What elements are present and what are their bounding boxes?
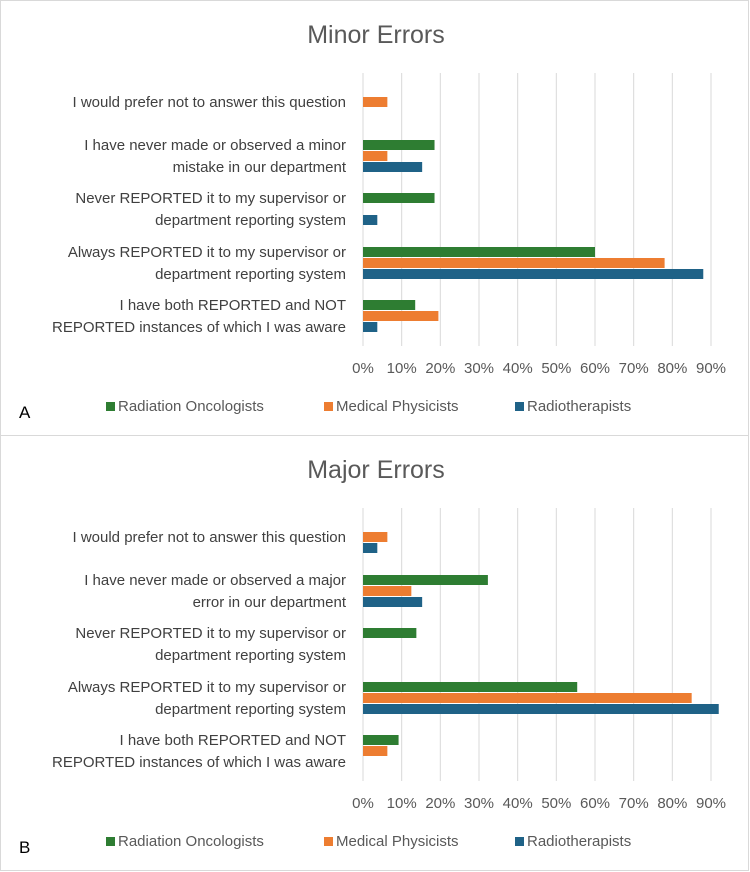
bar-radiotherapists [363,215,378,225]
category-label: I have never made or observed a minor [84,137,346,154]
category-label: I would prefer not to answer this questi… [73,94,347,111]
x-tick-label: 70% [619,795,649,812]
x-tick-label: 0% [352,795,374,812]
x-tick-label: 50% [541,795,571,812]
category-label: I would prefer not to answer this questi… [73,529,347,546]
legend-swatch [324,402,333,411]
bar-radiotherapists [363,322,378,332]
bar-medical-physicists [363,151,388,161]
x-tick-label: 40% [503,795,533,812]
bar-radiotherapists [363,269,704,279]
legend-swatch [515,837,524,846]
x-tick-label: 20% [425,360,455,377]
legend-label: Radiotherapists [527,398,631,415]
x-tick-label: 0% [352,360,374,377]
bar-radiotherapists [363,162,423,172]
bar-medical-physicists [363,586,412,596]
x-tick-label: 30% [464,795,494,812]
bar-radiotherapists [363,543,378,553]
category-label: REPORTED instances of which I was aware [52,319,346,336]
legend-swatch [324,837,333,846]
x-tick-label: 10% [387,360,417,377]
x-tick-label: 60% [580,360,610,377]
category-label: department reporting system [155,266,346,283]
bar-radiation-oncologists [363,247,595,257]
panel-label: B [19,838,30,857]
x-tick-label: 70% [619,360,649,377]
bar-medical-physicists [363,693,692,703]
bar-medical-physicists [363,311,439,321]
bar-radiation-oncologists [363,193,435,203]
bar-medical-physicists [363,258,665,268]
category-label: department reporting system [155,212,346,229]
category-label: I have both REPORTED and NOT [120,297,347,314]
chart-panel-major-errors: Major Errors 0% 10% 20% 30% 40% 50% 60% 70% 80% 90… [0,435,749,871]
x-tick-label: 90% [696,360,726,377]
x-tick-label: 90% [696,795,726,812]
category-label: department reporting system [155,701,346,718]
x-tick-label: 50% [541,360,571,377]
bar-radiation-oncologists [363,575,488,585]
bar-medical-physicists [363,746,388,756]
chart-title: Major Errors [307,456,445,484]
panel-label: A [19,403,31,422]
x-tick-label: 60% [580,795,610,812]
legend-label: Radiation Oncologists [118,833,264,850]
category-label: Always REPORTED it to my supervisor or [68,244,346,261]
legend-swatch [106,837,115,846]
category-label: Never REPORTED it to my supervisor or [75,625,346,642]
minor-errors-chart: Minor Errors 0% 10% 20% 30% 40% 50% 60% 70% 80% 90… [19,21,726,422]
category-label: I have never made or observed a major [84,572,346,589]
chart-title: Minor Errors [307,21,445,49]
bar-medical-physicists [363,97,388,107]
x-tick-label: 40% [503,360,533,377]
x-tick-label: 20% [425,795,455,812]
legend-label: Medical Physicists [336,833,459,850]
bar-radiation-oncologists [363,628,417,638]
bar-radiation-oncologists [363,140,435,150]
legend-label: Radiation Oncologists [118,398,264,415]
category-label: I have both REPORTED and NOT [120,732,347,749]
x-tick-label: 80% [657,795,687,812]
bar-radiotherapists [363,704,719,714]
bar-radiation-oncologists [363,300,416,310]
bar-medical-physicists [363,532,388,542]
category-label: Always REPORTED it to my supervisor or [68,679,346,696]
category-label: mistake in our department [173,159,347,176]
legend-swatch [515,402,524,411]
bar-radiation-oncologists [363,682,578,692]
category-label: department reporting system [155,647,346,664]
category-label: REPORTED instances of which I was aware [52,754,346,771]
category-label: Never REPORTED it to my supervisor or [75,190,346,207]
bar-radiation-oncologists [363,735,399,745]
category-label: error in our department [193,594,347,611]
legend-label: Medical Physicists [336,398,459,415]
chart-panel-minor-errors: Minor Errors 0% 10% 20% 30% 40% 50% 60% 70% 80% 90… [0,0,749,436]
legend-label: Radiotherapists [527,833,631,850]
x-tick-label: 10% [387,795,417,812]
x-tick-label: 30% [464,360,494,377]
bar-radiotherapists [363,597,423,607]
major-errors-chart: Major Errors 0% 10% 20% 30% 40% 50% 60% 70% 80% 90… [19,456,726,857]
legend-swatch [106,402,115,411]
x-tick-label: 80% [657,360,687,377]
